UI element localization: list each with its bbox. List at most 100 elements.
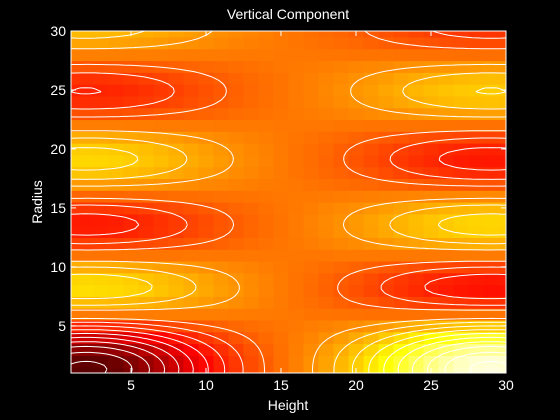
heatmap-cell	[318, 72, 335, 85]
heatmap-cell	[318, 331, 335, 345]
heatmap-cell	[138, 84, 155, 97]
heatmap-cell	[333, 202, 350, 215]
heatmap-cell	[453, 48, 470, 62]
heatmap-cell	[243, 213, 260, 227]
heatmap-cell	[408, 107, 425, 121]
heatmap-cell	[423, 154, 440, 168]
heatmap-cell	[318, 107, 335, 121]
heatmap-cell	[258, 95, 275, 109]
heatmap-cell	[78, 166, 95, 180]
heatmap-cell	[183, 202, 200, 215]
heatmap-cell	[333, 72, 350, 85]
heatmap-cell	[318, 237, 335, 250]
heatmap-cell	[198, 166, 215, 180]
heatmap-cell	[273, 36, 290, 50]
heatmap-cell	[243, 272, 260, 286]
heatmap-cell	[71, 72, 80, 85]
heatmap-cell	[183, 308, 200, 321]
heatmap-cell	[198, 225, 215, 238]
heatmap-cell	[318, 355, 335, 368]
heatmap-cell	[438, 213, 455, 227]
heatmap-cell	[228, 84, 245, 97]
heatmap-cell	[363, 237, 380, 250]
heatmap-cell	[333, 143, 350, 156]
y-tick-label: 15	[50, 200, 66, 216]
heatmap-cell	[168, 60, 185, 73]
heatmap-cell	[453, 202, 470, 215]
heatmap-cell	[198, 48, 215, 62]
heatmap-cell	[258, 131, 275, 144]
heatmap-cell	[408, 36, 425, 50]
heatmap-cell	[243, 84, 260, 97]
heatmap-cell	[378, 190, 395, 203]
heatmap-cell	[318, 213, 335, 227]
heatmap-cell	[393, 48, 410, 62]
heatmap-cell	[333, 84, 350, 97]
heatmap-cell	[318, 166, 335, 180]
heatmap-cell	[138, 308, 155, 321]
heatmap-cell	[438, 308, 455, 321]
heatmap-cell	[198, 178, 215, 191]
heatmap-cell	[258, 331, 275, 345]
heatmap-cell	[438, 237, 455, 250]
heatmap-cell	[243, 95, 260, 109]
heatmap-cell	[363, 319, 380, 333]
heatmap-cell	[153, 213, 170, 227]
heatmap-cell	[93, 95, 110, 109]
heatmap-cell	[198, 284, 215, 297]
heatmap-cell	[243, 260, 260, 274]
heatmap-cell	[333, 166, 350, 180]
heatmap-cell	[303, 202, 320, 215]
heatmap-cell	[228, 355, 245, 368]
heatmap-cell	[71, 60, 80, 73]
heatmap-cell	[123, 355, 140, 368]
heatmap-cell	[93, 166, 110, 180]
heatmap-cell	[438, 36, 455, 50]
heatmap-cell	[93, 131, 110, 144]
heatmap-cell	[453, 84, 470, 97]
heatmap-cell	[183, 107, 200, 121]
heatmap-cell	[71, 284, 80, 297]
heatmap-cell	[468, 154, 485, 168]
y-tick-label: 20	[50, 141, 66, 157]
heatmap-cell	[258, 72, 275, 85]
heatmap-cell	[228, 36, 245, 50]
heatmap-cell	[378, 119, 395, 132]
heatmap-cell	[303, 260, 320, 274]
heatmap-cell	[168, 166, 185, 180]
heatmap-cell	[363, 36, 380, 50]
heatmap-cell	[108, 343, 125, 356]
heatmap-cell	[183, 95, 200, 109]
heatmap-cell	[363, 84, 380, 97]
heatmap-cell	[303, 225, 320, 238]
heatmap-cell	[123, 237, 140, 250]
heatmap-cell	[183, 367, 200, 373]
heatmap-cell	[273, 202, 290, 215]
heatmap-cell	[378, 343, 395, 356]
x-axis-label: Height	[268, 397, 309, 413]
heatmap-cell	[438, 367, 455, 373]
heatmap-cell	[288, 331, 305, 345]
heatmap-cell	[258, 343, 275, 356]
heatmap-cell	[288, 84, 305, 97]
heatmap-cell	[108, 225, 125, 238]
heatmap-cell	[408, 84, 425, 97]
heatmap-cell	[213, 190, 230, 203]
heatmap-cell	[348, 72, 365, 85]
heatmap-cell	[393, 237, 410, 250]
heatmap-cell	[438, 355, 455, 368]
heatmap-cell	[258, 154, 275, 168]
heatmap-cell	[393, 202, 410, 215]
heatmap-cell	[438, 319, 455, 333]
heatmap-cell	[468, 31, 485, 38]
heatmap-cell	[258, 166, 275, 180]
heatmap-cell	[243, 367, 260, 373]
heatmap-cell	[498, 119, 506, 132]
heatmap-cell	[258, 119, 275, 132]
heatmap-cell	[468, 95, 485, 109]
heatmap-cell	[138, 296, 155, 309]
heatmap-cell	[93, 119, 110, 132]
heatmap-cell	[423, 225, 440, 238]
heatmap-cell	[123, 178, 140, 191]
